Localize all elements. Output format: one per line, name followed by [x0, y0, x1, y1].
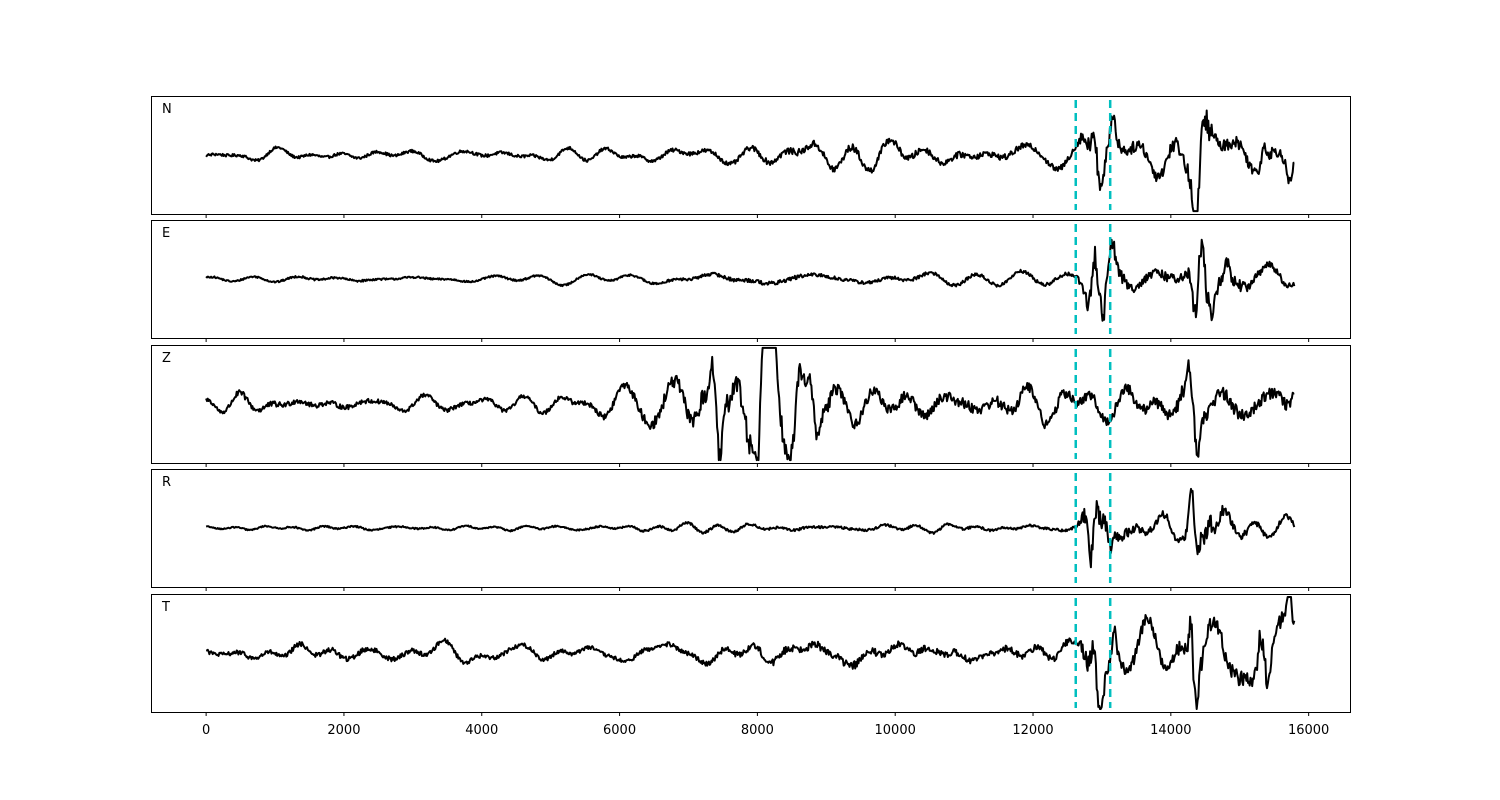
waveform-z — [205, 346, 1295, 462]
subplot-frame — [151, 96, 1351, 215]
waveform-n — [205, 109, 1295, 213]
panel-label-r: R — [162, 475, 171, 490]
subplot-n: N — [151, 96, 1351, 218]
shared-x-axis: 0 2000 4000 6000 8000 10000 12000 14000 16000 — [202, 723, 1329, 738]
subplot-z: Z — [151, 345, 1351, 467]
x-tick-label: 10000 — [875, 723, 916, 738]
subplot-frame — [151, 469, 1351, 588]
panel-label-t: T — [161, 600, 170, 615]
x-tick-label: 16000 — [1288, 723, 1329, 738]
subplot-frame — [151, 594, 1351, 713]
x-tick-label: 0 — [202, 723, 210, 738]
waveform-r — [205, 487, 1296, 569]
subplot-r: R — [151, 469, 1351, 591]
x-tick-label: 2000 — [327, 723, 360, 738]
panel-label-e: E — [162, 226, 170, 241]
subplot-t: T — [151, 594, 1351, 716]
subplot-e: E — [151, 220, 1351, 342]
x-tick-label: 14000 — [1150, 723, 1191, 738]
x-tick-label: 12000 — [1012, 723, 1053, 738]
subplot-stack: N E Z R T — [151, 96, 1351, 716]
x-tick-label: 4000 — [465, 723, 498, 738]
panel-label-n: N — [162, 102, 172, 117]
waveform-t — [205, 596, 1296, 710]
waveform-e — [205, 238, 1296, 322]
x-tick-label: 8000 — [741, 723, 774, 738]
x-tick-label: 6000 — [603, 723, 636, 738]
subplot-frame — [151, 345, 1351, 464]
subplot-frame — [151, 220, 1351, 339]
panel-label-z: Z — [162, 351, 171, 366]
